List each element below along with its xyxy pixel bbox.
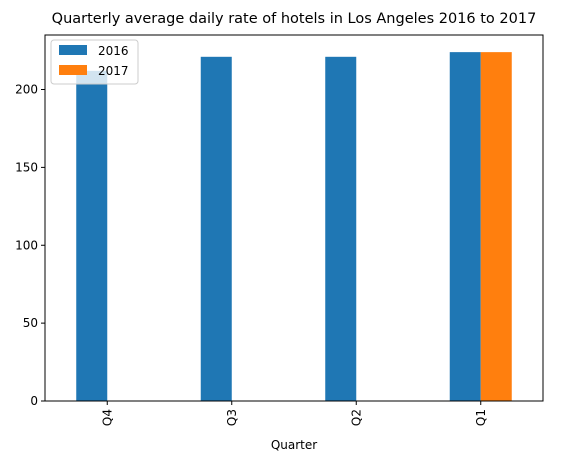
x-tick-label-Q2: Q2 bbox=[349, 409, 363, 426]
x-tick-label-Q1: Q1 bbox=[474, 409, 488, 426]
x-tick-label-Q4: Q4 bbox=[100, 409, 114, 426]
legend-swatch-2017 bbox=[59, 65, 87, 75]
bar-2016-Q1 bbox=[449, 52, 481, 401]
bar-2016-Q3 bbox=[200, 56, 232, 401]
chart-title: Quarterly average daily rate of hotels i… bbox=[52, 11, 537, 27]
y-tick-label: 200 bbox=[15, 83, 38, 97]
legend-label-2016: 2016 bbox=[98, 44, 129, 58]
x-tick-label-Q3: Q3 bbox=[225, 409, 239, 426]
x-axis: Q4 Q3 Q2 Q1 bbox=[100, 401, 488, 426]
y-tick-label: 100 bbox=[15, 238, 38, 252]
legend-label-2017: 2017 bbox=[98, 64, 129, 78]
bar-2017-Q1 bbox=[480, 52, 512, 401]
y-axis: 0 50 100 150 200 bbox=[15, 83, 45, 408]
bars-layer bbox=[76, 52, 512, 401]
legend: 2016 2017 bbox=[50, 39, 139, 85]
bar-2016-Q4 bbox=[76, 70, 108, 401]
bar-2016-Q2 bbox=[325, 56, 357, 401]
plot-area-frame bbox=[44, 34, 544, 402]
y-tick-label: 0 bbox=[30, 394, 38, 408]
y-tick-label: 50 bbox=[23, 316, 38, 330]
legend-swatch-2016 bbox=[59, 45, 87, 55]
x-axis-label: Quarter bbox=[271, 438, 317, 452]
y-tick-label: 150 bbox=[15, 160, 38, 174]
